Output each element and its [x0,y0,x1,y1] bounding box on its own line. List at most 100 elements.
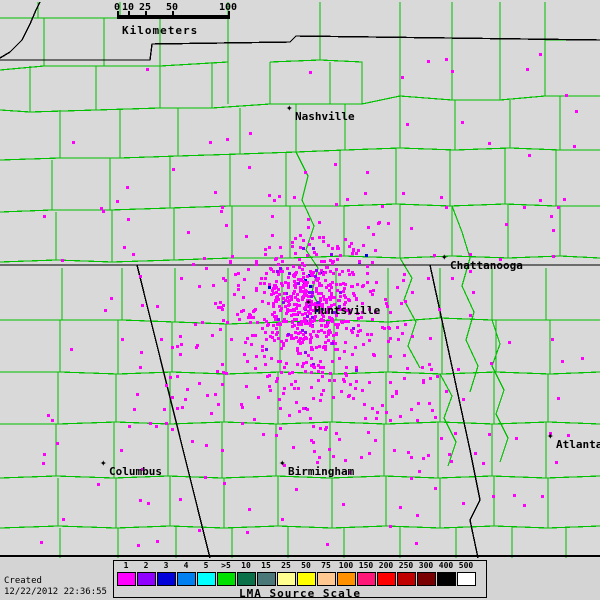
lma-source-point [309,417,312,420]
legend-swatch-250[interactable] [397,572,416,586]
lma-source-point [171,346,174,349]
lma-source-point [156,305,159,308]
scale-unit-label: Kilometers [122,24,199,37]
lma-source-point [315,269,318,272]
lma-source-point [298,339,301,342]
lma-source-point [381,326,384,329]
lma-source-point [450,460,453,463]
lma-source-point [269,335,272,338]
lma-source-point [336,247,339,250]
lma-source-point [359,329,362,332]
lma-source-point [279,427,282,430]
lma-source-point [389,355,392,358]
lma-source-point [402,192,405,195]
lma-source-point [310,439,313,442]
legend-label-250: 250 [398,561,414,570]
lma-source-point [165,422,168,425]
lma-source-point [490,362,493,365]
legend-swatch-10[interactable] [237,572,256,586]
lma-source-point [372,289,375,292]
lma-source-point [223,482,226,485]
lma-source-point [149,422,152,425]
lma-source-point [270,268,273,271]
lma-source-point [357,317,360,320]
lma-source-point [581,357,584,360]
lma-source-point [312,330,315,333]
scale-tick-mark [128,11,130,19]
lma-source-point [360,316,363,319]
legend-swatch-1[interactable] [117,572,136,586]
legend-swatch-400[interactable] [437,572,456,586]
lma-source-point [291,320,294,323]
legend-swatch-50[interactable] [297,572,316,586]
lma-source-point [323,331,326,334]
legend-swatch-4[interactable] [177,572,196,586]
legend-swatch-15[interactable] [257,572,276,586]
city-label: Birmingham [288,465,355,478]
lma-source-point [302,407,305,410]
lma-source-point [302,362,305,365]
lma-source-point [294,284,297,287]
legend-swatch-75[interactable] [317,572,336,586]
lma-source-point [155,425,158,428]
lma-source-point [160,338,163,341]
lma-source-point [334,348,337,351]
lma-source-point [329,259,332,262]
lma-source-point [307,310,310,313]
legend-swatch-gt5[interactable] [217,572,236,586]
lma-source-point [293,290,296,293]
lma-source-scale-legend[interactable]: 1 2 3 4 5 >5 10 15 25 50 75 100 150 200 250 300 400 500 L… [113,560,487,600]
lma-source-point [290,309,293,312]
legend-swatch-500[interactable] [457,572,476,586]
lma-source-point [264,331,267,334]
lma-source-point [360,456,363,459]
lma-source-point [309,270,312,273]
legend-swatch-300[interactable] [417,572,436,586]
legend-swatch-5[interactable] [197,572,216,586]
lma-source-point [279,270,282,273]
lma-source-point [575,110,578,113]
lma-source-point [333,311,336,314]
lma-source-point [294,237,297,240]
legend-swatch-2[interactable] [137,572,156,586]
lma-source-point [361,389,364,392]
lma-source-point [222,304,225,307]
lma-source-point [298,304,301,307]
lma-source-point [351,271,354,274]
lma-source-point [549,432,552,435]
lma-source-point [264,277,267,280]
legend-label-3: 3 [163,561,169,570]
lma-source-point [268,283,271,286]
lma-source-point [43,215,46,218]
lma-source-point [301,262,304,265]
lma-source-point [474,452,477,455]
lma-source-point [332,260,335,263]
lma-source-point [221,308,224,311]
legend-label-50: 50 [301,561,311,570]
lma-source-point [309,306,312,309]
lma-source-point [271,289,274,292]
lma-source-point [330,253,333,256]
lma-source-point [355,369,358,372]
lma-source-point [305,294,308,297]
lma-source-point [309,308,312,311]
legend-swatch-25[interactable] [277,572,296,586]
legend-swatch-3[interactable] [157,572,176,586]
lma-source-point [561,360,564,363]
lma-source-point [366,171,369,174]
lma-source-point [104,309,107,312]
lma-source-point [321,313,324,316]
map-canvas[interactable]: 0 10 25 50 100 Kilometers ✦ Nashville ✦ Chattan… [0,0,600,558]
lma-source-point [335,203,338,206]
lma-source-point [163,408,166,411]
legend-swatch-150[interactable] [357,572,376,586]
lma-source-point [280,307,283,310]
lma-source-point [462,502,465,505]
lma-source-point [344,301,347,304]
lma-source-point [345,374,348,377]
legend-swatch-100[interactable] [337,572,356,586]
lma-source-point [308,312,311,315]
lma-source-point [205,267,208,270]
legend-swatch-200[interactable] [377,572,396,586]
lma-source-point [357,324,360,327]
